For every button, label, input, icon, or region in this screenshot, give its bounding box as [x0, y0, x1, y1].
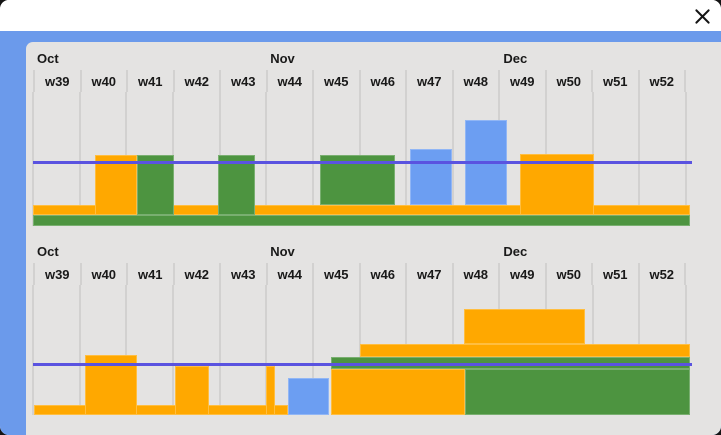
- bar-blue: [288, 378, 329, 415]
- bar-orange: [175, 366, 209, 415]
- chart-panel: Oct Nov Dec w39 w40 w41 w42 w43 w44 w45 w46 w47 w48…: [26, 42, 721, 435]
- week-label: w50: [544, 263, 592, 285]
- month-label: Dec: [503, 51, 528, 66]
- week-label: w52: [637, 70, 686, 92]
- week-label: w41: [126, 70, 173, 92]
- gridline: [78, 92, 81, 226]
- gridline: [638, 92, 641, 226]
- plot-area: [32, 285, 692, 415]
- week-label: w51: [591, 70, 638, 92]
- bar-orange: [330, 369, 466, 415]
- gantt-chart-top: Oct Nov Dec w39 w40 w41 w42 w43 w44 w45 w46 w47 w48…: [32, 50, 692, 226]
- week-label: w44: [265, 263, 313, 285]
- bar-green: [33, 215, 690, 226]
- week-label: w46: [358, 263, 406, 285]
- week-label: w51: [591, 263, 638, 285]
- bar-orange: [359, 344, 691, 357]
- week-label: w47: [405, 263, 452, 285]
- week-label: w43: [219, 70, 266, 92]
- bar-orange: [33, 205, 690, 215]
- bar-blue: [410, 149, 452, 205]
- weeks-row: w39 w40 w41 w42 w43 w44 w45 w46 w47 w48 w49 w50 w51 w…: [33, 70, 686, 92]
- bar-green: [137, 154, 174, 215]
- bar-orange: [519, 154, 595, 215]
- month-label: Nov: [270, 51, 295, 66]
- week-label: w42: [172, 70, 220, 92]
- plot-area: [32, 92, 692, 226]
- reference-line: [33, 160, 692, 164]
- bar-orange: [34, 405, 289, 415]
- weeks-row: w39 w40 w41 w42 w43 w44 w45 w46 w47 w48 w49 w50 w51 w…: [33, 263, 686, 285]
- week-label: w41: [126, 263, 173, 285]
- week-label: w40: [79, 70, 127, 92]
- close-icon: [695, 9, 710, 24]
- gridline: [311, 285, 314, 415]
- month-label: Oct: [37, 51, 59, 66]
- week-label: w50: [544, 70, 592, 92]
- gridline: [311, 92, 314, 226]
- titlebar: [0, 0, 721, 31]
- week-label: w39: [33, 263, 80, 285]
- week-label: w45: [312, 263, 359, 285]
- week-label: w48: [451, 263, 499, 285]
- modal-frame: Oct Nov Dec w39 w40 w41 w42 w43 w44 w45 w46 w47 w48…: [0, 31, 721, 435]
- close-button[interactable]: [691, 5, 714, 28]
- gridline: [265, 92, 268, 226]
- gridline: [451, 92, 454, 226]
- gridline: [218, 285, 221, 415]
- week-label: w43: [219, 263, 266, 285]
- month-label: Dec: [503, 244, 528, 259]
- bar-orange: [266, 366, 276, 415]
- bar-orange: [464, 309, 586, 345]
- gridline: [32, 285, 34, 415]
- week-label: w49: [498, 263, 545, 285]
- week-label: w42: [172, 263, 220, 285]
- week-label: w39: [33, 70, 80, 92]
- gridline: [358, 285, 361, 415]
- months-row: Oct Nov Dec: [33, 50, 686, 70]
- gridline: [78, 285, 81, 415]
- months-row: Oct Nov Dec: [33, 243, 686, 263]
- gantt-chart-bottom: Oct Nov Dec w39 w40 w41 w42 w43 w44 w45 w46 w47 w48…: [32, 243, 692, 415]
- week-label: w49: [498, 70, 545, 92]
- week-label: w46: [358, 70, 406, 92]
- bar-orange: [95, 154, 137, 215]
- week-label: w52: [637, 263, 686, 285]
- month-label: Oct: [37, 244, 59, 259]
- month-label: Nov: [270, 244, 295, 259]
- gridline: [265, 285, 268, 415]
- week-label: w40: [79, 263, 127, 285]
- gridline: [125, 285, 128, 415]
- bar-green: [218, 154, 256, 215]
- week-label: w44: [265, 70, 313, 92]
- week-label: w45: [312, 70, 359, 92]
- bar-green: [465, 369, 691, 415]
- week-label: w47: [405, 70, 452, 92]
- reference-line: [33, 362, 692, 366]
- gridline: [405, 92, 408, 226]
- gridline: [32, 92, 34, 226]
- gridline: [685, 92, 687, 226]
- gridline: [171, 285, 174, 415]
- week-label: w48: [451, 70, 499, 92]
